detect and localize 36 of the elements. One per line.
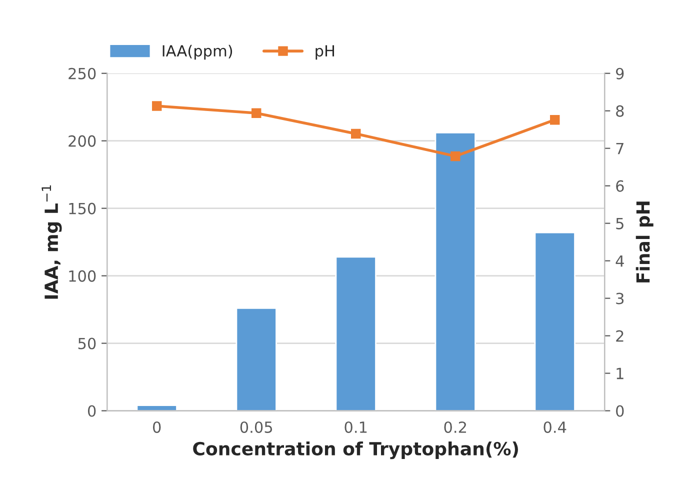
bar [136,404,178,411]
y2-tick-label: 2 [616,330,624,342]
y2-axis-title: Final pH [636,202,654,282]
point [252,108,262,118]
point [152,101,162,111]
y-tick-label: 100 [69,270,96,282]
bar [335,256,376,411]
x-tick-label: 0.2 [444,421,466,434]
y2-tick-label: 9 [616,68,624,80]
y2-tick-label: 8 [616,105,624,117]
y2-tick-label: 5 [616,218,624,230]
y2-tick-label: 0 [616,405,624,417]
x-tick-label: 0.4 [544,421,566,434]
x-tick-label: 0.1 [344,421,367,434]
y-tick-label: 150 [69,202,96,214]
y2-tick-label: 6 [616,180,624,192]
y2-tick-label: 1 [616,368,624,380]
bar [434,132,476,411]
x-axis-title: Concentration of Tryptophan(%) [193,442,518,460]
y2-tick-label: 7 [616,142,624,154]
legend-label: IAA(ppm) [162,44,232,60]
y-tick-label: 250 [68,68,96,80]
bar [236,307,277,411]
y-axis-title: IAA, mg L$^{−1}$ [42,185,62,299]
point [351,128,361,139]
legend-label: pH [316,45,334,60]
bar [534,232,576,411]
y-tick-label: 50 [78,338,96,350]
point [450,151,460,162]
point [550,114,560,125]
y-tick-label: 200 [68,135,96,147]
y2-tick-label: 3 [616,292,624,304]
x-tick-label: 0 [153,421,161,434]
y-tick-label: 0 [88,405,96,417]
x-tick-label: 0.05 [240,421,272,434]
y2-tick-label: 4 [616,255,624,267]
